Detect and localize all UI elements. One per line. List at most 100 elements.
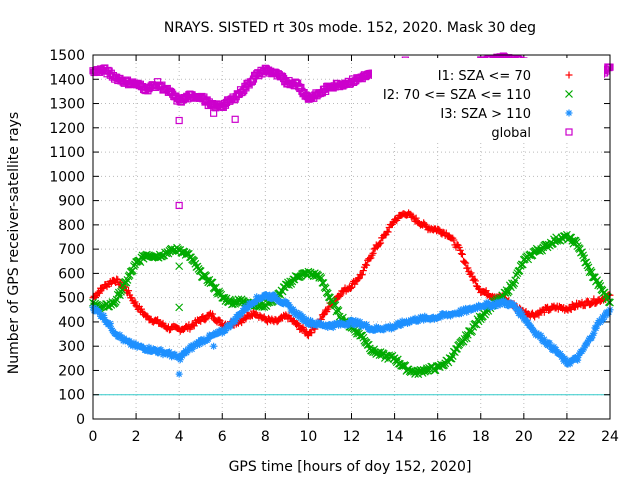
outlier-points bbox=[175, 109, 239, 378]
legend-label: I2: 70 <= SZA <= 110 bbox=[383, 88, 531, 103]
outlier-point bbox=[210, 109, 218, 117]
x-axis-label: GPS time [hours of doy 152, 2020] bbox=[229, 459, 472, 475]
x-tick-label: 6 bbox=[218, 429, 227, 445]
x-tick-label: 18 bbox=[472, 429, 490, 445]
data-point bbox=[336, 292, 344, 300]
y-axis-label: Number of GPS receiver-satellite rays bbox=[6, 112, 22, 374]
data-point bbox=[546, 339, 554, 347]
x-tick-label: 24 bbox=[601, 429, 619, 445]
y-tick-label: 1000 bbox=[49, 169, 85, 185]
data-point bbox=[211, 283, 220, 292]
data-point bbox=[512, 271, 521, 280]
y-tick-label: 800 bbox=[58, 218, 85, 234]
data-point bbox=[482, 287, 490, 295]
data-point bbox=[363, 261, 371, 269]
data-point bbox=[201, 316, 209, 324]
data-point bbox=[131, 298, 139, 306]
y-tick-label: 200 bbox=[58, 363, 85, 379]
data-point bbox=[540, 308, 548, 316]
data-point bbox=[583, 261, 592, 270]
x-tick-label: 2 bbox=[132, 429, 141, 445]
series-i1 bbox=[89, 209, 614, 340]
data-point bbox=[461, 258, 469, 266]
data-point bbox=[355, 274, 363, 282]
data-point bbox=[282, 311, 290, 319]
legend-marker bbox=[565, 109, 573, 117]
data-point bbox=[581, 302, 589, 310]
data-point bbox=[202, 315, 210, 323]
x-tick-label: 4 bbox=[175, 429, 184, 445]
data-point bbox=[517, 260, 526, 269]
legend-marker bbox=[565, 71, 573, 79]
y-tick-label: 1100 bbox=[49, 145, 85, 161]
data-point bbox=[294, 320, 302, 328]
data-point bbox=[583, 297, 591, 305]
plot-frame bbox=[92, 54, 611, 420]
data-point bbox=[377, 239, 385, 247]
data-point bbox=[471, 277, 479, 285]
data-point bbox=[475, 285, 483, 293]
legend-label: I1: SZA <= 70 bbox=[438, 69, 531, 84]
x-axis-ticks: 0 2 4 6 8 10 12 14 16 18 20 22 24 bbox=[89, 55, 619, 445]
data-point bbox=[207, 278, 216, 287]
data-point bbox=[502, 286, 511, 295]
data-point bbox=[587, 268, 596, 277]
data-point bbox=[332, 307, 341, 316]
data-point bbox=[139, 254, 148, 263]
data-series bbox=[89, 52, 614, 379]
chart-title: NRAYS. SISTED rt 30s mode. 152, 2020. Ma… bbox=[164, 20, 536, 36]
data-point bbox=[376, 240, 384, 248]
data-point bbox=[111, 297, 120, 306]
data-point bbox=[450, 236, 458, 244]
legend-background bbox=[372, 58, 604, 142]
data-point bbox=[215, 316, 223, 324]
data-point bbox=[447, 354, 456, 363]
data-point bbox=[351, 280, 359, 288]
data-point bbox=[287, 280, 296, 288]
x-tick-label: 10 bbox=[300, 429, 318, 445]
x-tick-label: 20 bbox=[515, 429, 533, 445]
data-point bbox=[595, 279, 604, 288]
data-point bbox=[154, 316, 162, 324]
y-tick-label: 900 bbox=[58, 194, 85, 210]
data-point bbox=[464, 264, 472, 272]
data-point bbox=[193, 262, 202, 271]
data-point bbox=[369, 249, 377, 257]
outlier-point bbox=[175, 201, 183, 210]
data-point bbox=[117, 287, 125, 296]
data-point bbox=[354, 275, 362, 283]
data-point bbox=[137, 305, 145, 313]
data-point bbox=[388, 220, 396, 228]
outlier-point bbox=[175, 116, 183, 125]
data-point bbox=[128, 266, 137, 275]
data-point bbox=[132, 302, 140, 310]
outlier-point bbox=[175, 262, 184, 271]
data-point bbox=[435, 225, 443, 233]
data-point bbox=[94, 288, 102, 296]
data-point bbox=[442, 229, 450, 237]
y-tick-label: 700 bbox=[58, 242, 85, 258]
y-tick-label: 1500 bbox=[49, 48, 85, 64]
outlier-point bbox=[231, 115, 239, 123]
legend-label: global bbox=[491, 126, 531, 141]
data-point bbox=[113, 275, 121, 283]
data-point bbox=[319, 311, 327, 319]
data-point bbox=[302, 328, 310, 336]
data-point bbox=[359, 267, 367, 275]
data-point bbox=[412, 214, 420, 222]
y-tick-label: 1300 bbox=[49, 97, 85, 113]
y-tick-label: 300 bbox=[58, 339, 85, 355]
data-point bbox=[467, 269, 475, 277]
x-tick-label: 14 bbox=[386, 429, 404, 445]
data-point bbox=[386, 352, 395, 361]
x-tick-label: 22 bbox=[558, 429, 576, 445]
legend: I1: SZA <= 70 I2: 70 <= SZA <= 110 I3: SZA… bbox=[372, 58, 604, 142]
outlier-point bbox=[210, 342, 218, 350]
x-tick-label: 0 bbox=[89, 429, 98, 445]
data-point bbox=[358, 271, 366, 279]
data-point bbox=[190, 257, 199, 266]
legend-marker bbox=[565, 128, 573, 136]
data-point bbox=[125, 287, 133, 295]
data-point bbox=[318, 278, 327, 287]
